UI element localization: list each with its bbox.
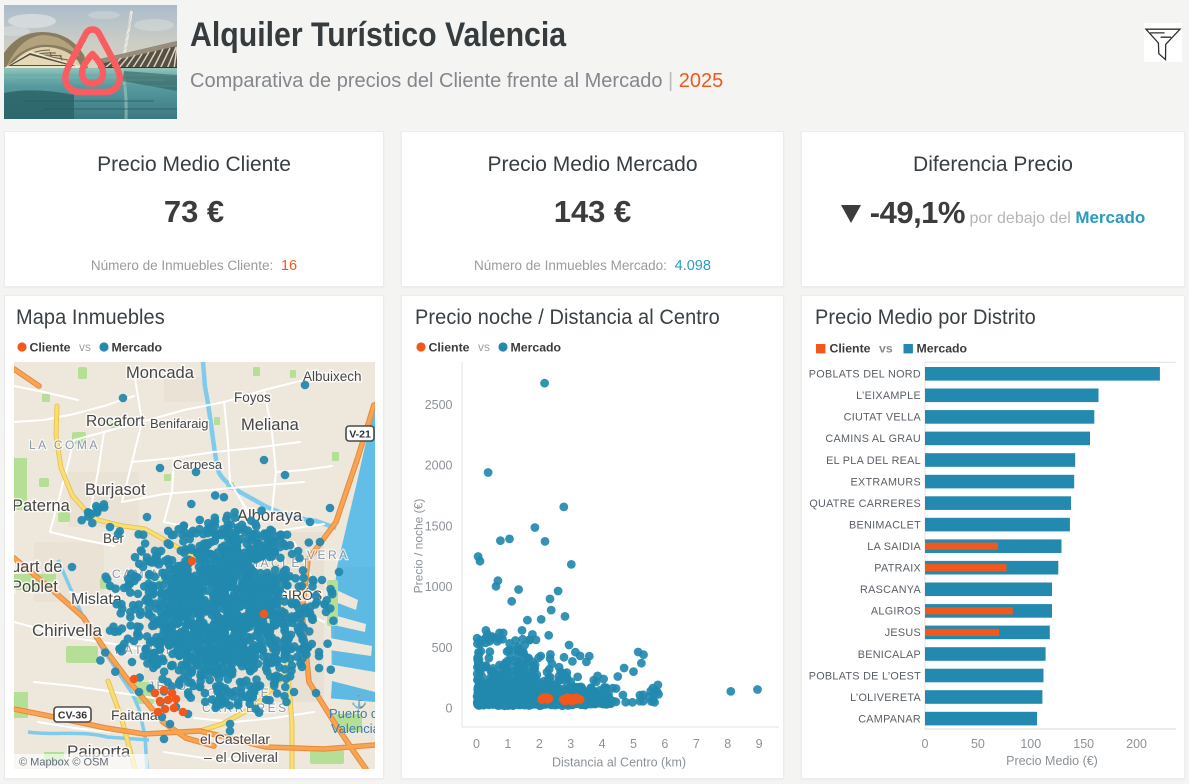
svg-text:Faitanar: Faitanar: [111, 707, 163, 723]
svg-text:Burjasot: Burjasot: [85, 481, 146, 499]
svg-text:POBLATS DEL NORD: POBLATS DEL NORD: [809, 369, 921, 381]
svg-text:500: 500: [432, 641, 453, 655]
svg-text:Cliente: Cliente: [30, 341, 71, 355]
svg-text:BENIMACLET: BENIMACLET: [849, 519, 921, 531]
svg-text:Meliana: Meliana: [241, 416, 300, 434]
svg-text:Mercado: Mercado: [112, 341, 163, 355]
svg-text:CAMPANAR: CAMPANAR: [858, 713, 921, 725]
svg-text:V-21: V-21: [349, 429, 371, 441]
svg-text:vs: vs: [79, 340, 91, 354]
svg-text:QUATRE CARRERES: QUATRE CARRERES: [809, 498, 921, 510]
svg-text:uart de: uart de: [14, 558, 62, 576]
svg-text:Puerto de: Puerto de: [329, 706, 375, 721]
svg-text:RASCANYA: RASCANYA: [860, 584, 921, 596]
svg-text:POBLATS DE L’OEST: POBLATS DE L’OEST: [809, 670, 921, 682]
svg-text:2500: 2500: [425, 398, 453, 412]
svg-text:8: 8: [724, 737, 731, 751]
svg-text:0: 0: [922, 737, 929, 751]
svg-text:Precio Medio (€): Precio Medio (€): [1006, 754, 1098, 768]
svg-text:2000: 2000: [425, 459, 453, 473]
svg-text:Paterna: Paterna: [14, 497, 71, 515]
svg-text:Rocafort: Rocafort: [86, 413, 145, 430]
svg-text:50: 50: [971, 737, 985, 751]
svg-text:BENICALAP: BENICALAP: [858, 649, 921, 661]
svg-text:Poblet: Poblet: [14, 578, 58, 596]
svg-text:Precio / noche (€): Precio / noche (€): [412, 499, 426, 594]
svg-text:Carpesa: Carpesa: [173, 457, 223, 472]
svg-text:EL PLA DEL REAL: EL PLA DEL REAL: [826, 455, 921, 467]
svg-text:LA COMA: LA COMA: [29, 438, 100, 452]
svg-text:JESUS: JESUS: [885, 627, 921, 639]
svg-text:vs: vs: [478, 340, 490, 354]
svg-text:1500: 1500: [425, 519, 453, 533]
svg-text:Foyos: Foyos: [234, 390, 271, 405]
svg-text:L’OLIVERETA: L’OLIVERETA: [850, 692, 921, 704]
svg-text:3: 3: [567, 737, 574, 751]
svg-text:Alboraya: Alboraya: [237, 507, 303, 525]
svg-text:100: 100: [1020, 737, 1041, 751]
svg-text:© Mapbox © OSM: © Mapbox © OSM: [19, 757, 109, 769]
svg-text:Benifaraig: Benifaraig: [150, 416, 209, 431]
svg-text:Distancia al Centro (km): Distancia al Centro (km): [552, 756, 686, 770]
svg-text:Cliente: Cliente: [830, 342, 871, 356]
svg-text:6: 6: [661, 737, 668, 751]
svg-text:0: 0: [473, 737, 480, 751]
svg-text:CIUTAT VELLA: CIUTAT VELLA: [844, 412, 922, 424]
svg-text:el Castellar: el Castellar: [200, 731, 270, 747]
svg-text:9: 9: [756, 737, 763, 751]
svg-text:Moncada: Moncada: [126, 364, 195, 382]
svg-text:Valencia: Valencia: [331, 721, 375, 736]
svg-text:Cliente: Cliente: [429, 341, 470, 355]
svg-text:5: 5: [630, 737, 637, 751]
svg-text:Chirivella: Chirivella: [32, 621, 102, 640]
svg-text:PATRAIX: PATRAIX: [874, 563, 921, 575]
svg-text:Mislata: Mislata: [71, 591, 122, 608]
svg-text:Mercado: Mercado: [917, 342, 968, 356]
svg-text:⚓: ⚓: [351, 694, 367, 709]
svg-text:CAMINS AL GRAU: CAMINS AL GRAU: [825, 433, 921, 445]
svg-text:1: 1: [504, 737, 511, 751]
svg-text:vs: vs: [879, 342, 893, 356]
svg-text:ALGIROS: ALGIROS: [871, 606, 921, 618]
svg-text:Mercado: Mercado: [511, 341, 562, 355]
svg-text:CV-36: CV-36: [58, 710, 87, 722]
svg-text:1000: 1000: [425, 580, 453, 594]
svg-text:L’EIXAMPLE: L’EIXAMPLE: [856, 390, 921, 402]
svg-text:4: 4: [599, 737, 606, 751]
svg-text:150: 150: [1073, 737, 1094, 751]
svg-text:LA SAIDIA: LA SAIDIA: [867, 541, 921, 553]
svg-text:EXTRAMURS: EXTRAMURS: [851, 476, 922, 488]
svg-text:Albuixech: Albuixech: [303, 369, 362, 384]
svg-text:– el Oliveral: – el Oliveral: [204, 749, 278, 765]
svg-text:7: 7: [693, 737, 700, 751]
svg-text:200: 200: [1126, 737, 1147, 751]
svg-text:VERA: VERA: [307, 548, 350, 562]
svg-text:0: 0: [446, 702, 453, 716]
svg-text:2: 2: [536, 737, 543, 751]
